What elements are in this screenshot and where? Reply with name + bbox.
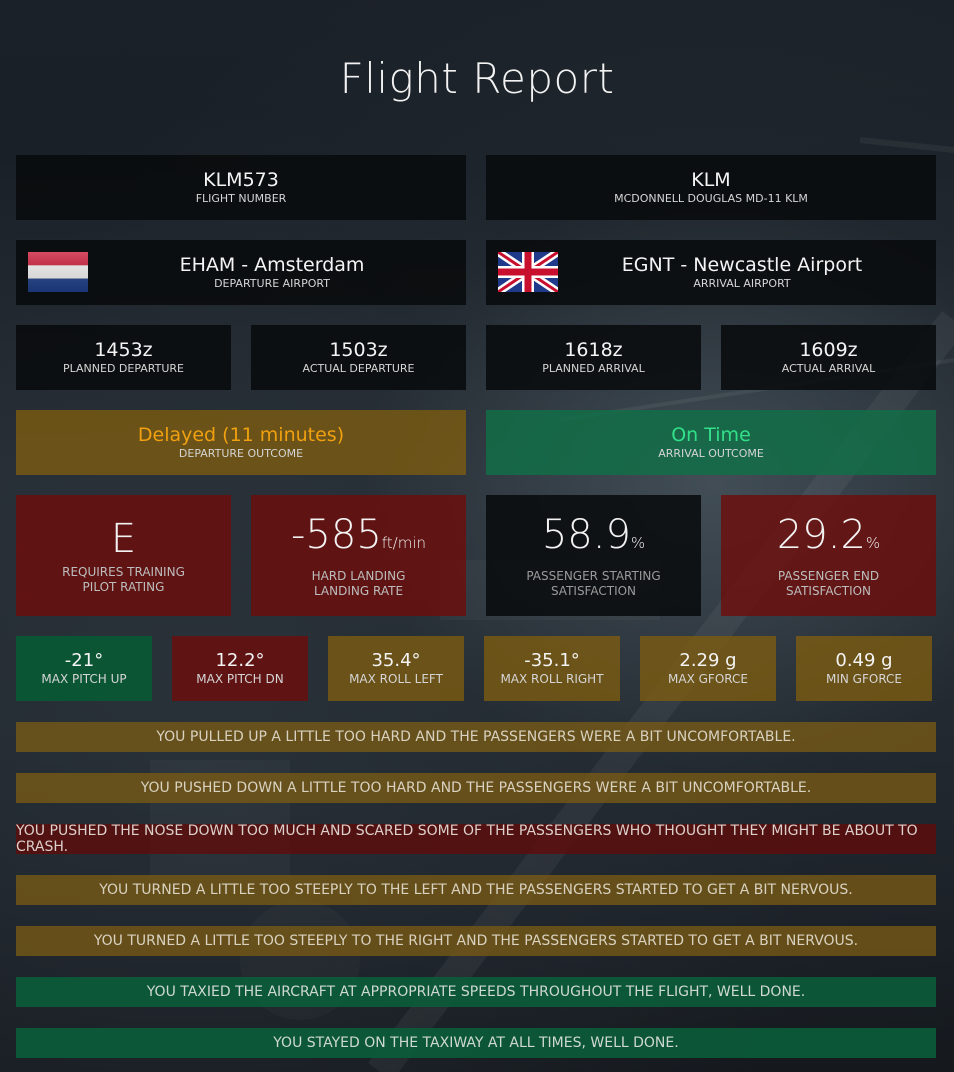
- max-pitch-dn-value: 12.2°: [215, 650, 265, 671]
- pilot-rating-descriptor: REQUIRES TRAINING: [62, 564, 185, 579]
- uk-flag-icon: [498, 252, 558, 292]
- actual-arrival-time: 1609z: [799, 339, 858, 361]
- pilot-rating-card: E REQUIRES TRAINING PILOT RATING: [16, 495, 231, 616]
- departure-airport: EHAM - Amsterdam: [179, 254, 365, 276]
- airline-name: KLM: [691, 169, 731, 191]
- departure-outcome-label: DEPARTURE OUTCOME: [178, 447, 304, 460]
- actual-departure-card: 1503z ACTUAL DEPARTURE: [251, 325, 466, 390]
- feedback-message: YOU PUSHED THE NOSE DOWN TOO MUCH AND SC…: [16, 823, 936, 855]
- departure-outcome-card: Delayed (11 minutes) DEPARTURE OUTCOME: [16, 410, 466, 475]
- max-gforce-value: 2.29 g: [679, 650, 737, 671]
- max-roll-left-value: 35.4°: [371, 650, 421, 671]
- end-satisfaction-label-2: SATISFACTION: [785, 583, 872, 598]
- max-gforce-label: MAX GFORCE: [668, 672, 748, 686]
- planned-departure-card: 1453z PLANNED DEPARTURE: [16, 325, 231, 390]
- max-roll-right-card: -35.1° MAX ROLL RIGHT: [484, 636, 620, 701]
- flight-number-label: FLIGHT NUMBER: [195, 192, 287, 205]
- departure-airport-label: DEPARTURE AIRPORT: [214, 277, 330, 290]
- feedback-message: YOU STAYED ON THE TAXIWAY AT ALL TIMES, …: [16, 1028, 936, 1058]
- start-satisfaction-card: 58.9% PASSENGER STARTING SATISFACTION: [486, 495, 701, 616]
- landing-rate: -585ft/min: [291, 513, 426, 565]
- feedback-message: YOU PULLED UP A LITTLE TOO HARD AND THE …: [16, 722, 936, 752]
- pilot-rating-label: PILOT RATING: [82, 579, 165, 594]
- arrival-outcome: On Time: [671, 424, 751, 446]
- max-pitch-up-card: -21° MAX PITCH UP: [16, 636, 152, 701]
- feedback-message: YOU TURNED A LITTLE TOO STEEPLY TO THE R…: [16, 926, 936, 956]
- start-satisfaction-unit: %: [630, 533, 646, 552]
- start-satisfaction-label-2: SATISFACTION: [550, 583, 637, 598]
- feedback-message: YOU PUSHED DOWN A LITTLE TOO HARD AND TH…: [16, 773, 936, 803]
- planned-arrival-time: 1618z: [564, 339, 623, 361]
- actual-departure-label: ACTUAL DEPARTURE: [302, 362, 415, 375]
- departure-airport-card: EHAM - Amsterdam DEPARTURE AIRPORT: [16, 240, 466, 305]
- max-gforce-card: 2.29 g MAX GFORCE: [640, 636, 776, 701]
- max-roll-left-card: 35.4° MAX ROLL LEFT: [328, 636, 464, 701]
- arrival-airport: EGNT - Newcastle Airport: [621, 254, 863, 276]
- landing-rate-unit: ft/min: [381, 533, 427, 552]
- planned-departure-label: PLANNED DEPARTURE: [63, 362, 184, 375]
- planned-departure-time: 1453z: [94, 339, 153, 361]
- netherlands-flag-icon: [28, 252, 88, 292]
- feedback-message: YOU TAXIED THE AIRCRAFT AT APPROPRIATE S…: [16, 977, 936, 1007]
- end-satisfaction-label-1: PASSENGER END: [777, 568, 880, 583]
- page-title: Flight Report: [339, 54, 615, 103]
- max-roll-right-label: MAX ROLL RIGHT: [500, 672, 604, 686]
- min-gforce-label: MIN GFORCE: [825, 672, 903, 686]
- actual-departure-time: 1503z: [329, 339, 388, 361]
- min-gforce-value: 0.49 g: [835, 650, 893, 671]
- arrival-outcome-card: On Time ARRIVAL OUTCOME: [486, 410, 936, 475]
- flight-number-card: KLM573 FLIGHT NUMBER: [16, 155, 466, 220]
- landing-rate-value: -585: [290, 511, 382, 558]
- feedback-message: YOU TURNED A LITTLE TOO STEEPLY TO THE L…: [16, 875, 936, 905]
- planned-arrival-card: 1618z PLANNED ARRIVAL: [486, 325, 701, 390]
- arrival-airport-card: EGNT - Newcastle Airport ARRIVAL AIRPORT: [486, 240, 936, 305]
- max-pitch-dn-card: 12.2° MAX PITCH DN: [172, 636, 308, 701]
- flight-number: KLM573: [203, 169, 279, 191]
- arrival-airport-label: ARRIVAL AIRPORT: [693, 277, 791, 290]
- max-pitch-up-label: MAX PITCH UP: [41, 672, 127, 686]
- end-satisfaction-card: 29.2% PASSENGER END SATISFACTION: [721, 495, 936, 616]
- max-pitch-dn-label: MAX PITCH DN: [196, 672, 284, 686]
- start-satisfaction-value: 58.9: [541, 511, 631, 558]
- min-gforce-card: 0.49 g MIN GFORCE: [796, 636, 932, 701]
- arrival-outcome-label: ARRIVAL OUTCOME: [658, 447, 764, 460]
- departure-outcome: Delayed (11 minutes): [137, 424, 345, 446]
- aircraft-card: KLM MCDONNELL DOUGLAS MD-11 KLM: [486, 155, 936, 220]
- landing-descriptor: HARD LANDING: [311, 568, 406, 583]
- start-satisfaction: 58.9%: [542, 513, 645, 565]
- landing-rate-label: LANDING RATE: [313, 583, 404, 598]
- pilot-rating-value: E: [110, 515, 137, 562]
- max-roll-left-label: MAX ROLL LEFT: [349, 672, 443, 686]
- max-pitch-up-value: -21°: [64, 650, 104, 671]
- landing-rate-card: -585ft/min HARD LANDING LANDING RATE: [251, 495, 466, 616]
- start-satisfaction-label-1: PASSENGER STARTING: [526, 568, 661, 583]
- max-roll-right-value: -35.1°: [524, 650, 580, 671]
- end-satisfaction: 29.2%: [777, 513, 880, 565]
- end-satisfaction-unit: %: [865, 533, 881, 552]
- aircraft-type: MCDONNELL DOUGLAS MD-11 KLM: [614, 192, 808, 205]
- end-satisfaction-value: 29.2: [776, 511, 866, 558]
- actual-arrival-card: 1609z ACTUAL ARRIVAL: [721, 325, 936, 390]
- actual-arrival-label: ACTUAL ARRIVAL: [781, 362, 876, 375]
- planned-arrival-label: PLANNED ARRIVAL: [542, 362, 645, 375]
